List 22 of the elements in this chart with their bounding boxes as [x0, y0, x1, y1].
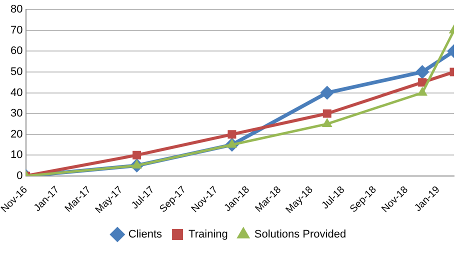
- y-tick-label: 50: [10, 66, 23, 78]
- point: [322, 109, 332, 118]
- y-tick-label: 70: [10, 24, 23, 36]
- point: [132, 160, 142, 169]
- point: [320, 86, 334, 100]
- point: [418, 78, 427, 87]
- point: [417, 86, 428, 96]
- y-tick-label: 10: [10, 149, 23, 162]
- legend-label: Solutions Provided: [254, 228, 346, 241]
- y-tick-label: 60: [10, 45, 23, 58]
- y-tick-label: 40: [10, 86, 23, 99]
- y-tick-label: 0: [16, 170, 23, 182]
- legend-label: Clients: [128, 228, 163, 241]
- legend-label: Training: [188, 228, 228, 241]
- point: [132, 150, 142, 160]
- y-tick-label: 20: [10, 128, 23, 140]
- y-tick-label: 80: [10, 4, 23, 16]
- point: [228, 130, 236, 139]
- point: [322, 118, 332, 127]
- point: [226, 138, 238, 148]
- y-tick-label: 30: [10, 108, 23, 120]
- point: [415, 64, 430, 79]
